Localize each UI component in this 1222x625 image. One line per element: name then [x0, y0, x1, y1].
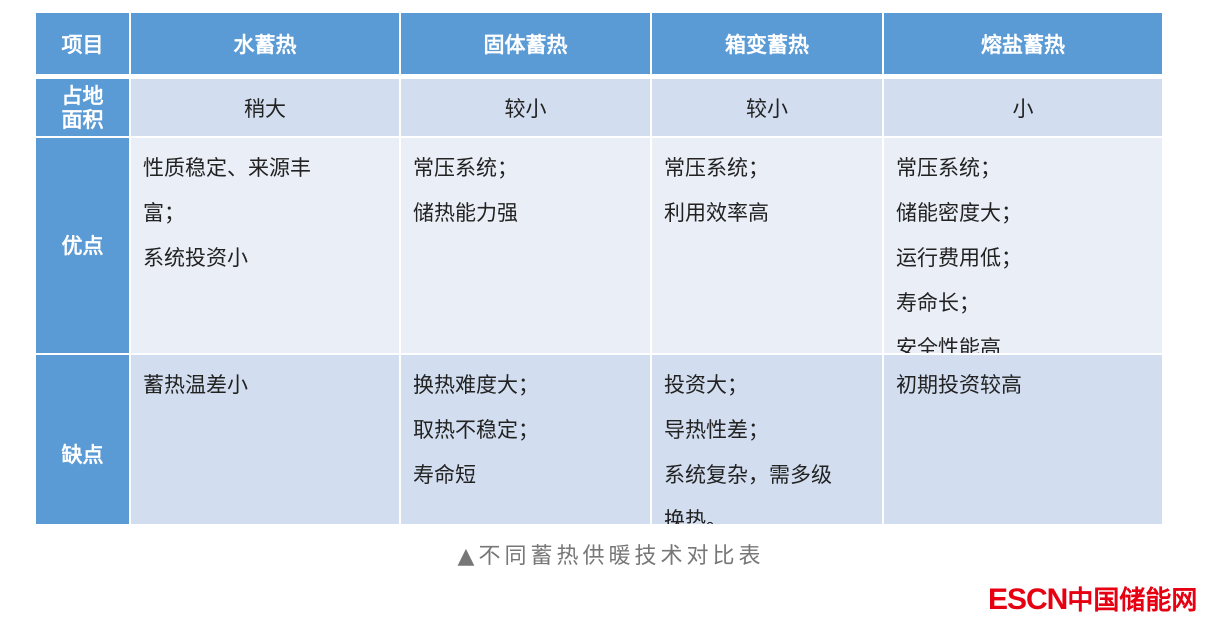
header-label: 固体蓄热 [483, 32, 568, 57]
cell-text: 换热难度大； [413, 373, 539, 397]
header-label: 水蓄热 [233, 32, 297, 57]
cell-text: 富； [143, 201, 185, 225]
cell-text: 稍大 [244, 96, 286, 121]
row-label-text: 占地面积 [61, 83, 104, 132]
table-cell: 小 [884, 79, 1162, 136]
cell-text: 蓄热温差小 [143, 373, 248, 397]
table-cell: 换热难度大； 取热不稳定； 寿命短 [401, 355, 650, 524]
cell-text: 较小 [746, 96, 788, 121]
table-cell: 较小 [652, 79, 882, 136]
row-label: 缺点 [36, 355, 129, 524]
table-cell: 稍大 [131, 79, 399, 136]
cell-text: 常压系统； [413, 156, 518, 180]
cell-text: 系统投资小 [143, 246, 248, 270]
row-label: 占地面积 [36, 79, 129, 136]
header-label: 熔盐蓄热 [981, 32, 1065, 57]
cell-text: 初期投资较高 [896, 373, 1022, 397]
header-cell: 项目 [36, 13, 129, 74]
cell-text: 取热不稳定； [413, 418, 539, 442]
table-cell: 投资大； 导热性差； 系统复杂，需多级换热。 [652, 355, 882, 524]
header-cell: 熔盐蓄热 [884, 13, 1162, 74]
cell-text: 小 [1012, 96, 1034, 121]
row-label-text: 优点 [61, 233, 104, 258]
cell-text: 储热能力强 [413, 201, 518, 225]
cell-text: 储能密度大； [896, 201, 1022, 225]
table-cell: 蓄热温差小 [131, 355, 399, 524]
table-caption: ▲不同蓄热供暖技术对比表 [457, 544, 765, 569]
cell-text: 安全性能高 [896, 336, 1001, 353]
escn-logo: ESCN中国储能网 [988, 580, 1197, 617]
cell-text: 寿命短 [413, 463, 476, 487]
cell-text: 运行费用低； [896, 246, 1022, 270]
header-cell: 固体蓄热 [401, 13, 650, 74]
cell-text: 换热。 [664, 508, 727, 524]
table-cell: 初期投资较高 [884, 355, 1162, 524]
header-cell: 水蓄热 [131, 13, 399, 74]
cell-text: 系统复杂，需多级 [664, 463, 832, 487]
logo-en: ESCN [988, 583, 1068, 616]
table-cell: 较小 [401, 79, 650, 136]
table-cell: 常压系统； 利用效率高 [652, 138, 882, 353]
header-cell: 箱变蓄热 [652, 13, 882, 74]
header-label: 箱变蓄热 [725, 32, 809, 57]
comparison-table: 项目 水蓄热 固体蓄热 箱变蓄热 熔盐蓄热占地面积 稍大 较小 较小 小优点 性质稳定、来源丰 富；… [36, 13, 1162, 524]
cell-text: 利用效率高 [664, 201, 769, 225]
table-cell: 性质稳定、来源丰 富； 系统投资小 [131, 138, 399, 353]
logo-cn: 中国储能网 [1067, 586, 1198, 616]
row-label: 优点 [36, 138, 129, 353]
cell-text: 较小 [504, 96, 547, 121]
row-label-text: 缺点 [61, 443, 104, 467]
cell-text: 常压系统； [896, 156, 1001, 180]
cell-text: 常压系统； [664, 156, 769, 180]
cell-text: 投资大； [664, 373, 748, 397]
cell-text: 导热性差； [664, 418, 769, 442]
header-label: 项目 [61, 32, 104, 57]
cell-text: 寿命长； [896, 291, 980, 315]
table-cell: 常压系统； 储能密度大； 运行费用低； 寿命长； 安全性能高 [884, 138, 1162, 353]
cell-text: 性质稳定、来源丰 [143, 156, 311, 180]
table-cell: 常压系统； 储热能力强 [401, 138, 650, 353]
